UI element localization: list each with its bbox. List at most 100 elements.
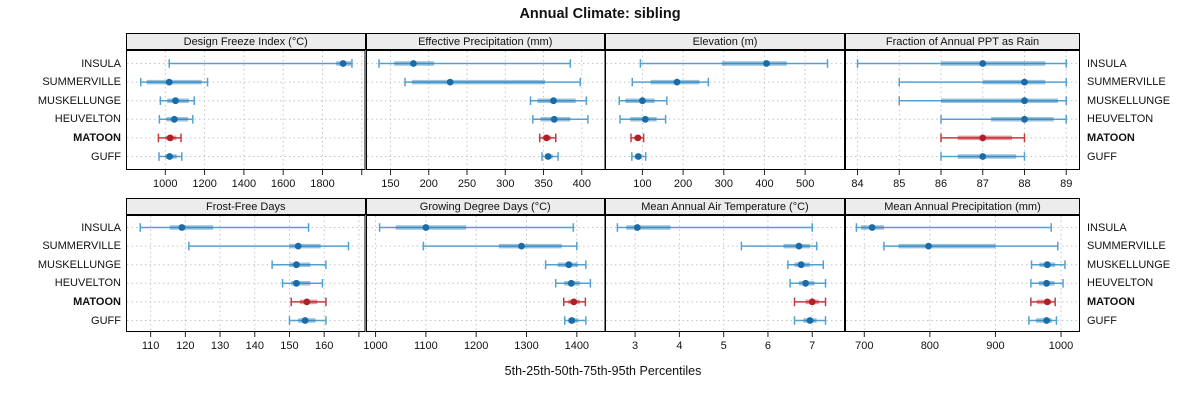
median-dot [979,60,987,67]
axis-tick-label: 200 [674,178,692,190]
station-label-left: GUFF [91,314,121,327]
axis-tick-label: 300 [715,178,733,190]
strip-elevation: Elevation (m) [605,33,845,50]
axis-tick-label: 350 [534,178,552,190]
station-label-left: MUSKELLUNGE [37,258,121,271]
median-dot [979,153,987,160]
panel-4: 110 120 130 140 150 160 [126,215,366,352]
axis-tick-label: 200 [419,178,437,190]
median-dot [1021,115,1028,123]
panel-border [605,215,845,332]
panel-6: 3 4 5 6 7 [605,215,845,352]
station-label-right: SUMMERVILLE [1087,240,1166,253]
station-label-left: MATOON [73,131,121,144]
axis-tick-label: 1200 [192,178,216,190]
axis-tick-label: 900 [986,340,1004,352]
station-label-right: MATOON [1087,131,1135,144]
median-dot [763,60,770,67]
axis-tick-label: 1400 [564,340,588,352]
axis-tick-label: 84 [851,178,863,190]
axis-tick-label: 1800 [310,178,334,190]
strip-frost-free-days: Frost-Free Days [126,198,366,215]
axis-tick-label: 400 [572,178,590,190]
median-dot [293,261,300,269]
median-dot [517,242,525,250]
station-label-left: SUMMERVILLE [42,240,121,253]
median-dot [1043,279,1051,287]
median-dot [868,224,876,231]
strip-mean-annual-air-temperature: Mean Annual Air Temperature (°C) [605,198,845,215]
station-label-left: INSULA [81,221,121,234]
station-label-left: INSULA [81,57,121,70]
median-dot [446,78,454,86]
median-dot [421,224,429,231]
median-dot [1043,298,1051,306]
axis-tick-label: 110 [142,340,160,352]
median-dot [1043,261,1051,269]
axis-tick-label: 700 [855,340,873,352]
axis-tick-label: 1000 [363,340,387,352]
median-dot [166,134,174,142]
median-dot [409,60,417,67]
median-dot [564,261,572,269]
median-dot [172,97,179,105]
station-label-right: INSULA [1087,57,1127,70]
panel-border [845,50,1080,170]
axis-tick-label: 4 [676,340,682,352]
station-label-right: INSULA [1087,221,1127,234]
station-label-right: HEUVELTON [1087,277,1154,290]
axis-tick-label: 400 [755,178,773,190]
median-dot [301,317,309,324]
strip-label: Fraction of Annual PPT as Rain [885,35,1040,48]
median-dot [673,78,681,86]
axis-tick-label: 160 [315,340,333,352]
strip-label: Mean Annual Air Temperature (°C) [641,200,809,213]
station-label-left: HEUVELTON [54,277,121,290]
median-dot [979,134,987,142]
median-dot [550,115,558,123]
station-label-right: MUSKELLUNGE [1087,258,1171,271]
strip-label: Frost-Free Days [206,200,286,213]
axis-tick-label: 5 [721,340,727,352]
axis-tick-label: 150 [280,340,298,352]
axis-tick-label: 1200 [463,340,487,352]
station-label-left: HEUVELTON [54,113,121,126]
axis-tick-label: 87 [977,178,989,190]
median-dot [1021,97,1028,105]
strip-label: Elevation (m) [692,35,758,48]
median-dot [170,115,178,123]
median-dot [166,153,174,160]
median-dot [567,317,575,324]
strip-growing-degree-days: Growing Degree Days (°C) [365,198,605,215]
strip-label: Growing Degree Days (°C) [419,200,551,213]
axis-tick-label: 89 [1060,178,1072,190]
median-dot [802,279,809,287]
station-label-right: MUSKELLUNGE [1087,94,1171,107]
panel-3: 84 85 86 87 88 89 [845,50,1080,190]
panel-border [845,215,1080,332]
strip-label: Mean Annual Precipitation (mm) [884,200,1041,213]
station-label-left: MATOON [73,295,121,308]
axis-tick-label: 800 [921,340,939,352]
median-dot [808,298,816,306]
median-dot [165,78,173,86]
median-dot [1021,78,1028,86]
strip-label: Effective Precipitation (mm) [418,35,553,48]
station-label-right: GUFF [1087,314,1117,327]
station-label-left: GUFF [91,150,121,163]
median-dot [294,242,302,250]
median-dot [542,134,550,142]
axis-tick-label: 120 [176,340,194,352]
median-dot [339,60,347,67]
axis-tick-label: 130 [211,340,229,352]
station-label-right: MATOON [1087,295,1135,308]
axis-tick-label: 1100 [414,340,438,352]
median-dot [641,115,649,123]
panel-border [365,50,605,170]
median-dot [178,224,186,231]
median-dot [567,279,575,287]
station-label-right: HEUVELTON [1087,113,1154,126]
axis-tick-label: 1300 [514,340,538,352]
axis-tick-label: 250 [457,178,475,190]
